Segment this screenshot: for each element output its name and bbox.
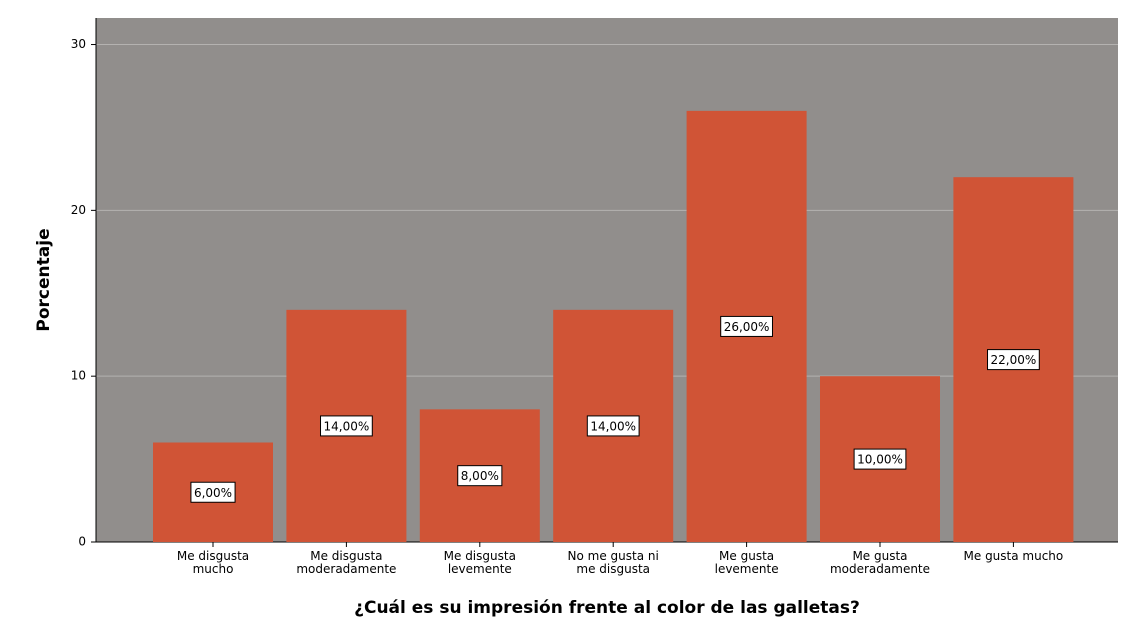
y-tick-label: 20 xyxy=(71,203,86,217)
value-label-box xyxy=(586,415,640,437)
value-label-box xyxy=(987,349,1040,371)
value-label: 6,00% xyxy=(194,486,232,500)
y-tick-label: 10 xyxy=(71,369,86,383)
value-label-box xyxy=(190,481,236,503)
x-tick-label: Me gusta mucho xyxy=(963,549,1064,563)
value-label: 14,00% xyxy=(324,419,370,433)
y-axis-title: Porcentaje xyxy=(34,228,54,331)
value-label: 22,00% xyxy=(991,353,1037,367)
x-tick-label: Me disgusta moderadamente xyxy=(296,549,397,576)
value-label: 8,00% xyxy=(461,469,499,483)
value-label-box xyxy=(720,315,773,337)
x-tick-label: Me disgusta mucho xyxy=(176,549,250,576)
value-label: 14,00% xyxy=(590,419,636,433)
x-tick-label: Me gusta moderadamente xyxy=(829,549,931,576)
x-tick-label: Me gusta levemente xyxy=(714,549,779,576)
x-axis-title: ¿Cuál es su impresión frente al color de… xyxy=(354,598,860,618)
value-label: 10,00% xyxy=(857,453,903,467)
x-tick-label: Me disgusta levemente xyxy=(443,549,516,576)
y-tick-label: 30 xyxy=(71,37,86,51)
x-tick-label: No me gusta ni me disgusta xyxy=(567,549,659,576)
value-label-box xyxy=(320,415,373,437)
y-tick-label: 0 xyxy=(78,535,86,549)
value-label-box xyxy=(853,448,907,470)
value-label-box xyxy=(457,465,503,487)
value-label: 26,00% xyxy=(724,320,770,334)
